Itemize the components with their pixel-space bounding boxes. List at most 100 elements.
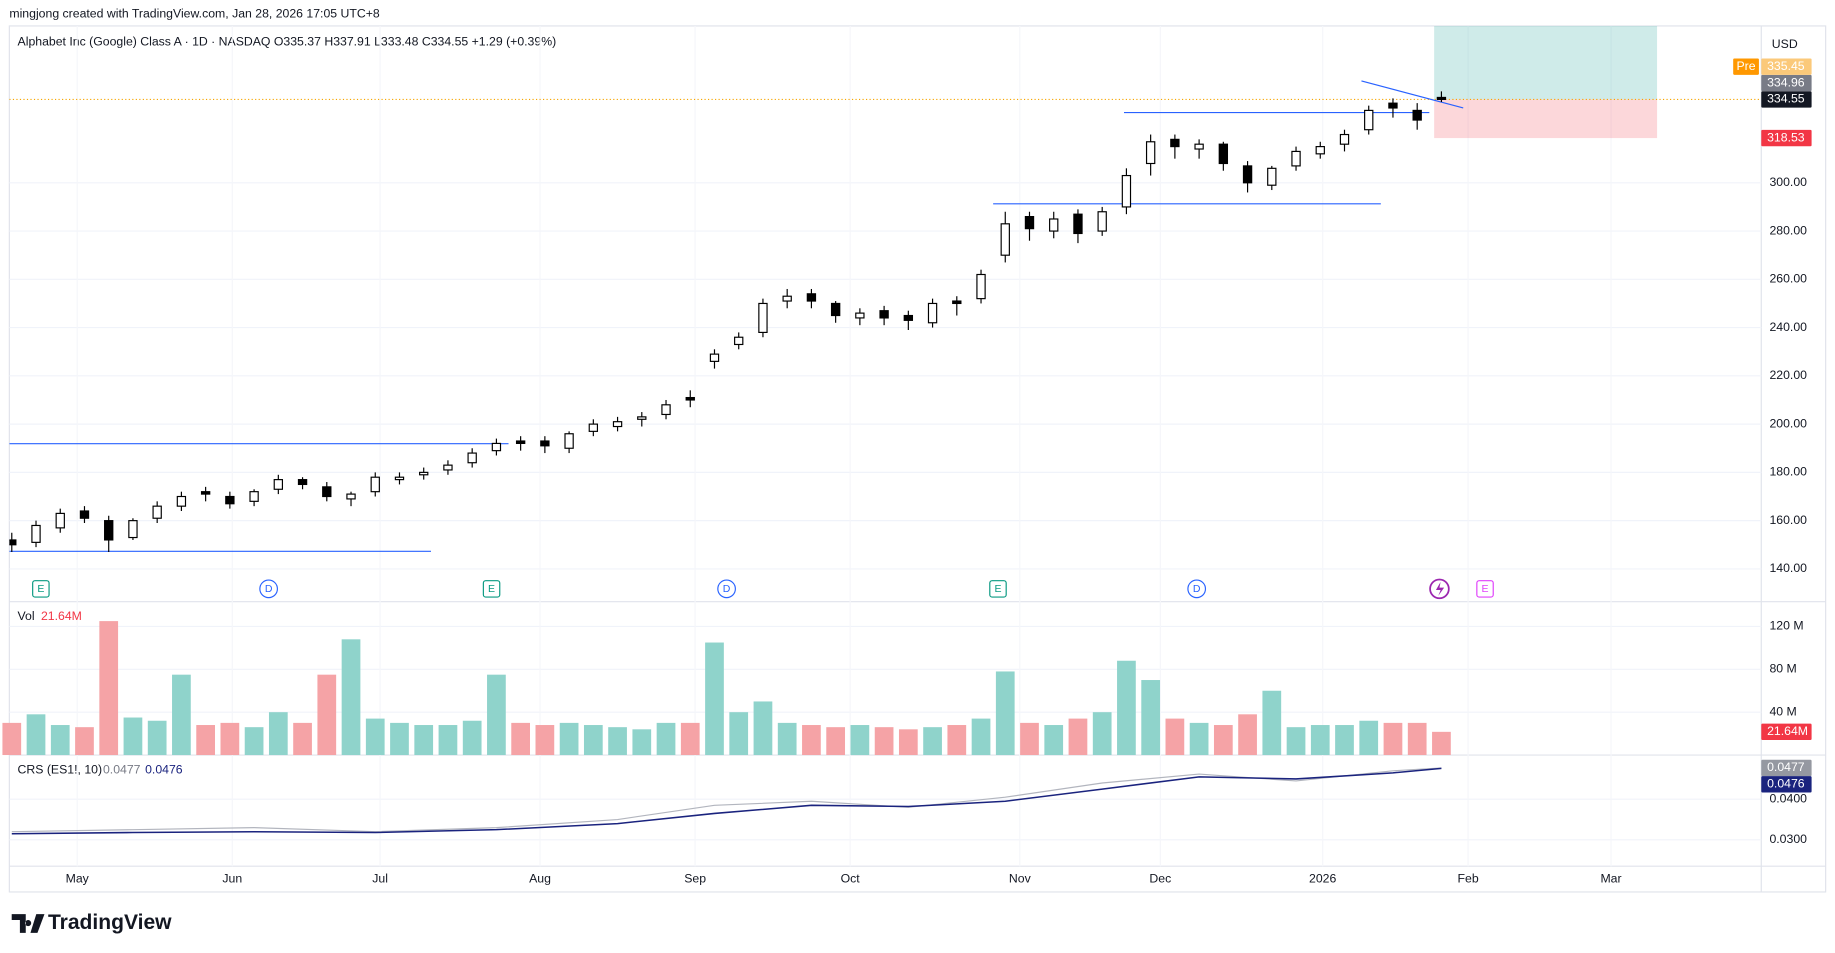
candle-body xyxy=(1412,109,1422,121)
y-tick-label: 80 M xyxy=(1769,662,1796,676)
volume-bar xyxy=(414,725,434,756)
candle-body xyxy=(249,491,259,502)
volume-bar xyxy=(729,712,749,756)
volume-bar xyxy=(268,712,288,756)
candle-body xyxy=(1170,138,1180,148)
price-badge xyxy=(1761,91,1812,108)
candle-body xyxy=(685,396,695,401)
x-tick-label: Sep xyxy=(684,871,706,885)
event-label: D xyxy=(723,583,731,595)
volume-bar xyxy=(535,725,555,756)
x-tick-label: Jul xyxy=(372,871,388,885)
volume-bar xyxy=(50,725,70,756)
volume-bar xyxy=(462,720,482,756)
candle-body xyxy=(104,520,114,541)
candle-body xyxy=(31,524,41,543)
candle-body xyxy=(1291,150,1301,167)
candle-body xyxy=(879,310,889,319)
candle-body xyxy=(830,302,841,317)
volume-bar xyxy=(608,727,627,756)
candle-body xyxy=(152,505,162,519)
volume-bar xyxy=(1092,712,1112,756)
crs-legend-value: 0.0477 xyxy=(103,762,141,776)
candle-body xyxy=(734,336,744,346)
volume-bar xyxy=(511,722,531,756)
candle-body xyxy=(1436,96,1447,101)
loss-zone xyxy=(1434,99,1658,139)
flash-bolt xyxy=(1435,581,1445,596)
volume-bar xyxy=(1383,722,1403,756)
volume-bar xyxy=(995,671,1015,756)
candle-body xyxy=(612,421,623,428)
candle-body xyxy=(128,520,138,539)
y-tick-label: 280.00 xyxy=(1769,223,1807,237)
volume-bar xyxy=(147,720,167,756)
price-badge-label: 318.53 xyxy=(1767,130,1805,144)
volume-bar xyxy=(1141,680,1161,756)
x-tick-label: Oct xyxy=(841,871,861,885)
candle-body xyxy=(855,312,865,319)
candle-body xyxy=(79,510,90,519)
volume-bar xyxy=(1407,722,1427,756)
price-pane xyxy=(9,25,1762,553)
x-tick-label: Dec xyxy=(1149,871,1171,885)
volume-bar xyxy=(1213,725,1233,756)
volume-bar xyxy=(220,722,240,756)
candle-body xyxy=(903,314,914,321)
volume-bar xyxy=(1068,718,1088,756)
price-badge-label: 334.96 xyxy=(1767,75,1805,89)
candle-body xyxy=(588,423,599,432)
volume-legend-value: 21.64M xyxy=(41,609,82,623)
volume-bar xyxy=(390,722,409,756)
candle-body xyxy=(225,495,235,505)
candle-body xyxy=(927,302,938,324)
event-label: E xyxy=(1482,583,1489,595)
y-tick-label: 40 M xyxy=(1769,704,1796,718)
candle-body xyxy=(467,452,477,464)
candle-body xyxy=(709,353,720,362)
volume-bar xyxy=(874,727,894,756)
volume-bar xyxy=(317,674,337,756)
volume-bar xyxy=(1238,714,1257,756)
y-tick-label: 180.00 xyxy=(1769,465,1807,479)
volume-bar xyxy=(1117,660,1136,756)
volume-bar xyxy=(1432,731,1451,756)
candle-body xyxy=(1145,141,1156,165)
volume-bar xyxy=(753,701,773,756)
candle-body xyxy=(273,479,284,490)
volume-bar xyxy=(1044,725,1064,756)
y-tick-label: 220.00 xyxy=(1769,368,1807,382)
candle-body xyxy=(1073,213,1083,235)
candle-body xyxy=(1121,174,1132,208)
candle-body xyxy=(952,300,962,305)
volume-bar xyxy=(1020,722,1039,756)
volume-bar xyxy=(196,725,215,756)
pre-tag-label: Pre xyxy=(1737,59,1756,73)
trend-line xyxy=(1361,80,1464,109)
candle-body xyxy=(782,295,792,302)
volume-bar xyxy=(1189,722,1209,756)
volume-bar xyxy=(826,727,846,756)
event-label: D xyxy=(1193,583,1201,595)
x-tick-label: Feb xyxy=(1458,871,1479,885)
candle-body xyxy=(564,433,574,449)
candle-body xyxy=(443,464,453,471)
volume-bar xyxy=(947,725,967,756)
volume-bar xyxy=(487,674,506,756)
x-tick-label: Jun xyxy=(222,871,242,885)
crs-badge-label: 0.0477 xyxy=(1767,760,1805,774)
volume-bar xyxy=(583,725,603,756)
pre-tag xyxy=(1733,58,1759,75)
y-tick-label: 200.00 xyxy=(1769,416,1807,430)
event-marker xyxy=(1476,580,1494,598)
candle-body xyxy=(661,404,671,416)
candle-body xyxy=(1242,165,1253,184)
event-label: E xyxy=(37,583,44,595)
candle-body xyxy=(758,302,768,333)
volume-bar xyxy=(293,722,312,756)
y-tick-label: 140.00 xyxy=(1769,561,1807,575)
logo-mark xyxy=(11,914,45,933)
event-marker xyxy=(482,580,501,598)
